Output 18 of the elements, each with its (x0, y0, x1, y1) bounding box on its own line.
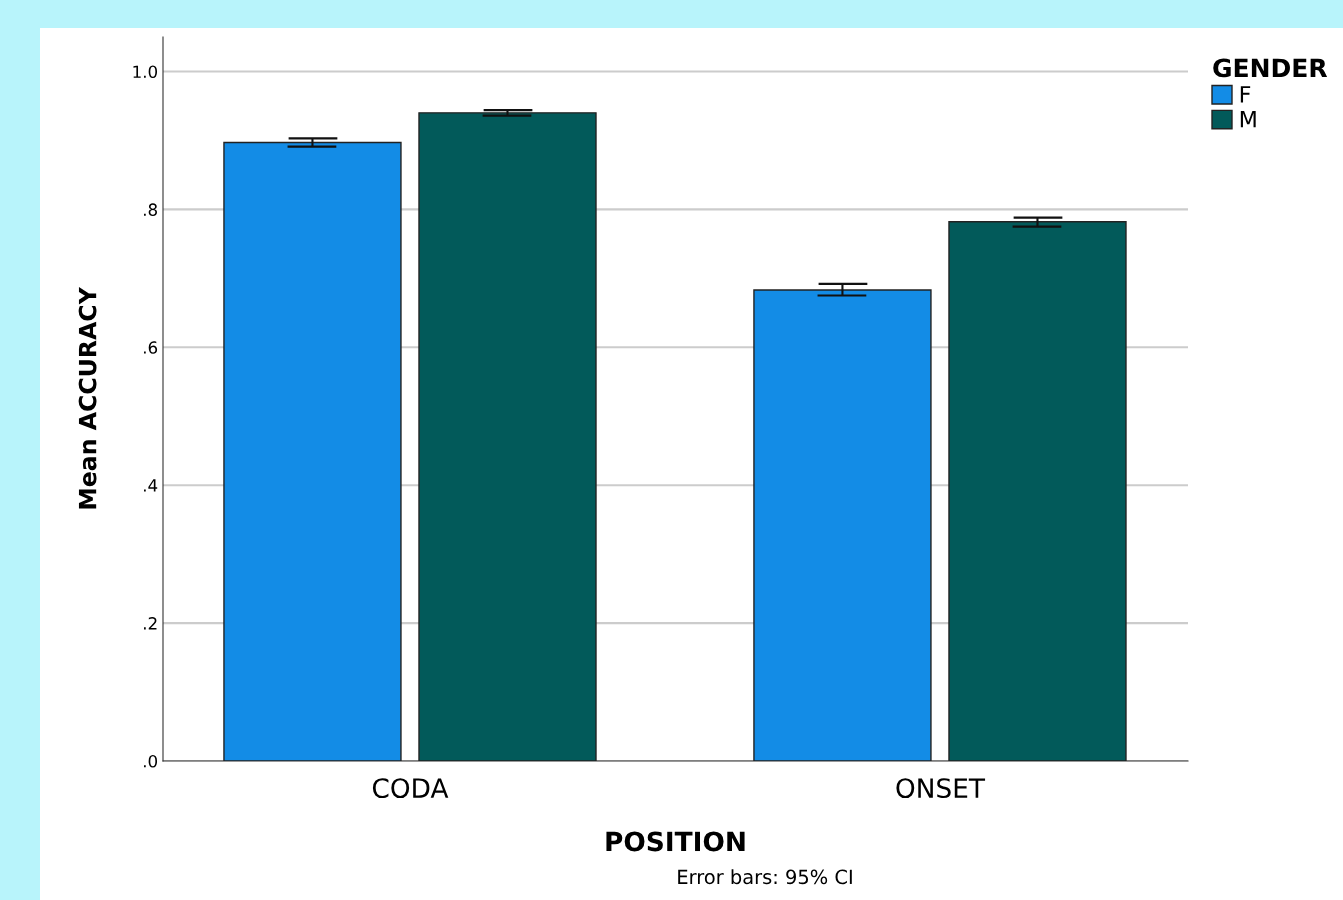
x-tick-label: CODA (372, 778, 449, 799)
x-axis-title: POSITION (606, 831, 745, 852)
bar (753, 289, 932, 761)
y-tick-label: .4 (144, 479, 158, 492)
bar (418, 112, 597, 761)
y-tick-label: .2 (144, 617, 157, 630)
bar (223, 141, 402, 761)
legend-label: M (1240, 111, 1256, 128)
y-tick-label: .0 (144, 754, 158, 768)
bar (948, 221, 1127, 761)
y-tick-label: .8 (144, 203, 157, 216)
legend-label: F (1240, 86, 1251, 103)
legend-title: GENDER (1213, 58, 1328, 78)
y-axis-title: Mean ACCURACY (78, 287, 97, 509)
x-tick-label: ONSET (896, 778, 986, 799)
y-tick-label: .6 (144, 341, 158, 354)
y-tick-label: 1.0 (133, 65, 158, 79)
text: Error bars: 95% CI (678, 869, 852, 885)
